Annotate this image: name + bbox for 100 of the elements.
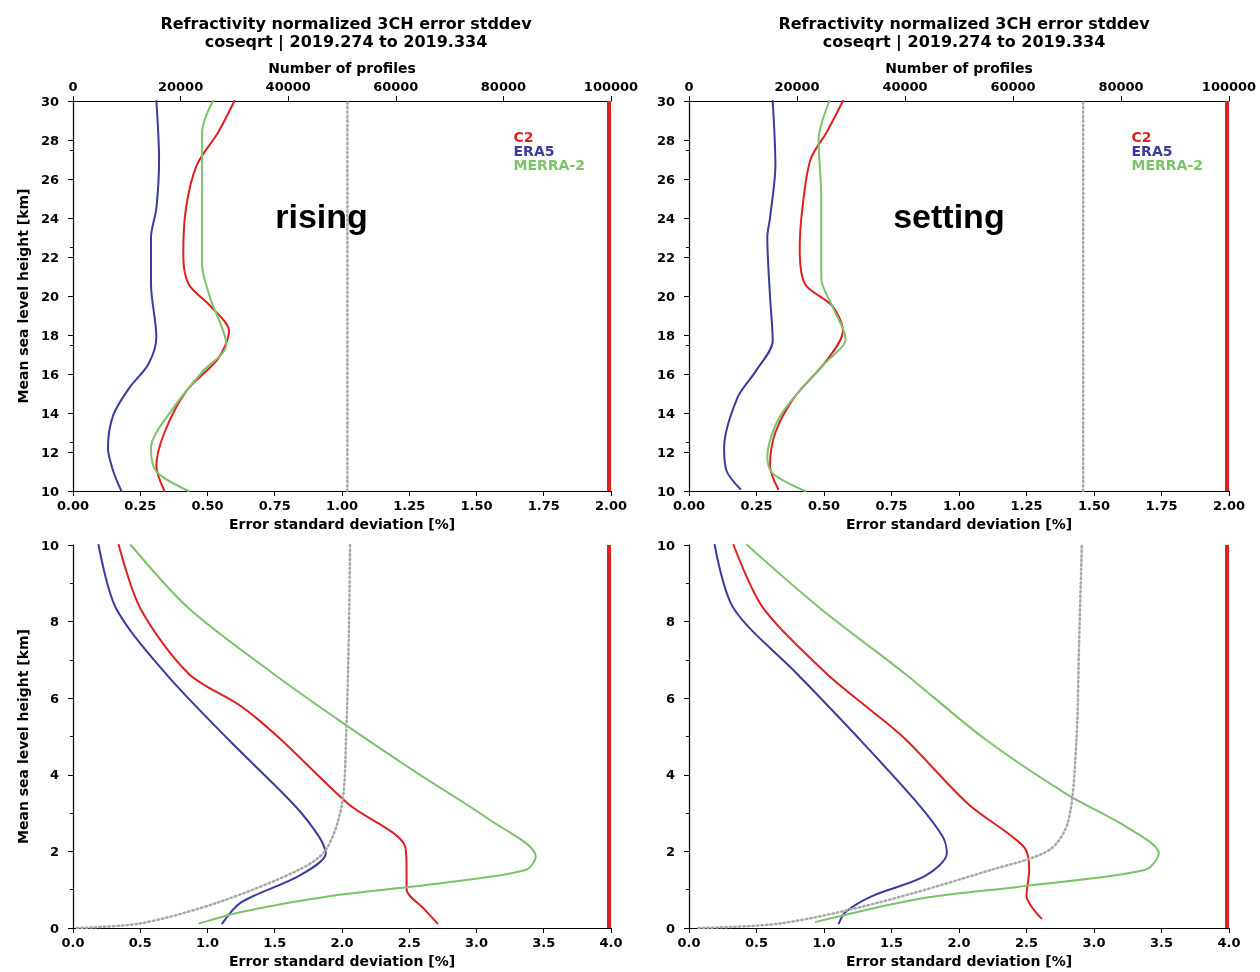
x2-tick-label: 20000 [774,79,820,94]
x-tick-label: 0.00 [672,498,706,513]
y-tick-label: 10 [40,483,59,499]
text: MERRA-2 [513,157,586,173]
x-axis-title: Error standard deviation [%] [228,952,456,969]
y-tick-label: 28 [656,132,675,148]
x-tick-label: 1.00 [325,498,359,513]
x-tick-label: 3.5 [1149,935,1174,950]
line-series [746,544,1160,923]
x-tick-label: 1.5 [263,935,287,950]
line-series [155,100,236,492]
y-tick-label: 12 [40,444,59,460]
y-tick-label: 20 [40,288,59,304]
x2-axis-title: Number of profiles [885,60,1033,76]
x2-tick-label: 100000 [583,79,639,94]
x-tick-label: 1.25 [393,498,426,513]
y-tick-label: 14 [40,405,59,421]
y-tick-label: 22 [656,249,675,265]
text: C2 [513,129,534,145]
x2-tick-label: 40000 [265,79,311,94]
x-tick-label: 3.0 [1082,935,1106,950]
chart-subtitle: coseqrt | 2019.274 to 2019.334 [204,31,488,52]
x2-axis-title: Number of profiles [268,60,416,76]
y-tick-label: 4 [665,767,675,783]
x-tick-label: 0.50 [807,498,841,513]
chart-subtitle: coseqrt | 2019.274 to 2019.334 [822,31,1106,52]
text: ERA5 [513,143,555,159]
y-tick-label: 6 [49,690,59,706]
x2-tick-label: 0 [684,79,694,94]
y-tick-label: 8 [49,614,59,630]
line-series [129,544,537,925]
y-tick-label: 2 [49,843,59,859]
chart-title: Refractivity normalized 3CH error stddev [778,13,1151,33]
x-tick-label: 0.5 [744,935,769,950]
x2-tick-label: 20000 [157,79,204,94]
x-tick-label: 2.0 [330,935,354,950]
y-tick-label: 20 [656,288,675,304]
line-series [732,544,1043,920]
x-tick-label: 1.00 [942,498,976,513]
x-tick-label: 3.0 [464,935,489,950]
x-tick-label: 4.0 [599,935,623,950]
x-tick-label: 0.25 [124,498,157,513]
x-tick-label: 1.5 [879,935,904,950]
y-axis-title: Mean sea level height [km] [15,629,31,844]
line-series [106,100,161,492]
y-tick-label: 14 [656,405,675,421]
x2-tick-label: 0 [68,79,78,94]
x-tick-label: 1.0 [195,935,220,950]
x-tick-label: 2.0 [947,935,971,950]
y-tick-label: 28 [40,132,59,148]
y-tick-label: 24 [40,210,59,226]
x2-tick-label: 100000 [1201,79,1257,94]
x-tick-label: 0.50 [191,498,224,513]
line-series [150,100,228,492]
y-tick-label: 0 [49,920,59,936]
y-tick-label: 10 [656,537,675,553]
x-tick-label: 1.75 [1145,498,1178,513]
x-tick-label: 2.00 [1212,498,1246,513]
x-tick-label: 0.25 [740,498,773,513]
x-axis-title: Error standard deviation [%] [228,515,456,532]
y-tick-label: 12 [656,444,675,460]
x-tick-label: 3.5 [532,935,556,950]
y-tick-label: 26 [40,171,59,187]
x-tick-label: 1.50 [1077,498,1111,513]
x-tick-label: 0.75 [875,498,908,513]
x-tick-label: 2.00 [594,498,628,513]
x-tick-label: 0.0 [61,935,85,950]
x-tick-label: 0.75 [258,498,291,513]
x2-tick-label: 80000 [1098,79,1144,94]
x-tick-label: 1.25 [1010,498,1043,513]
annotation: setting [893,196,1005,235]
y-tick-label: 10 [656,483,675,499]
y-tick-label: 24 [656,210,675,226]
line-series [97,544,327,925]
text: MERRA-2 [1131,157,1204,173]
y-tick-label: 18 [40,327,59,343]
text: ERA5 [1131,143,1173,159]
x-axis-title: Error standard deviation [%] [845,952,1073,969]
y-tick-label: 6 [665,690,675,706]
x-tick-label: 1.50 [460,498,493,513]
x-tick-label: 0.0 [677,935,701,950]
y-tick-label: 18 [656,327,675,343]
line-series [697,543,1084,930]
y-tick-label: 2 [665,843,675,859]
y-tick-label: 4 [49,767,59,783]
x-tick-label: 0.5 [128,935,152,950]
x2-tick-label: 60000 [373,79,419,94]
x-tick-label: 1.0 [812,935,836,950]
y-axis-title: Mean sea level height [km] [15,188,31,404]
y-tick-label: 10 [40,537,59,553]
y-tick-label: 30 [656,93,675,109]
x-tick-label: 2.5 [1014,935,1039,950]
line-series [713,544,948,925]
y-tick-label: 8 [665,614,675,630]
chart-title: Refractivity normalized 3CH error stddev [160,13,533,33]
x2-tick-label: 60000 [990,79,1036,94]
y-tick-label: 16 [40,366,59,382]
y-tick-label: 0 [665,920,675,936]
x-tick-label: 2.5 [397,935,421,950]
line-series [723,100,777,491]
